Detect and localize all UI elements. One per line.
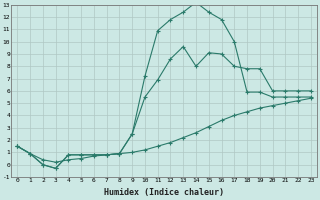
X-axis label: Humidex (Indice chaleur): Humidex (Indice chaleur): [104, 188, 224, 197]
